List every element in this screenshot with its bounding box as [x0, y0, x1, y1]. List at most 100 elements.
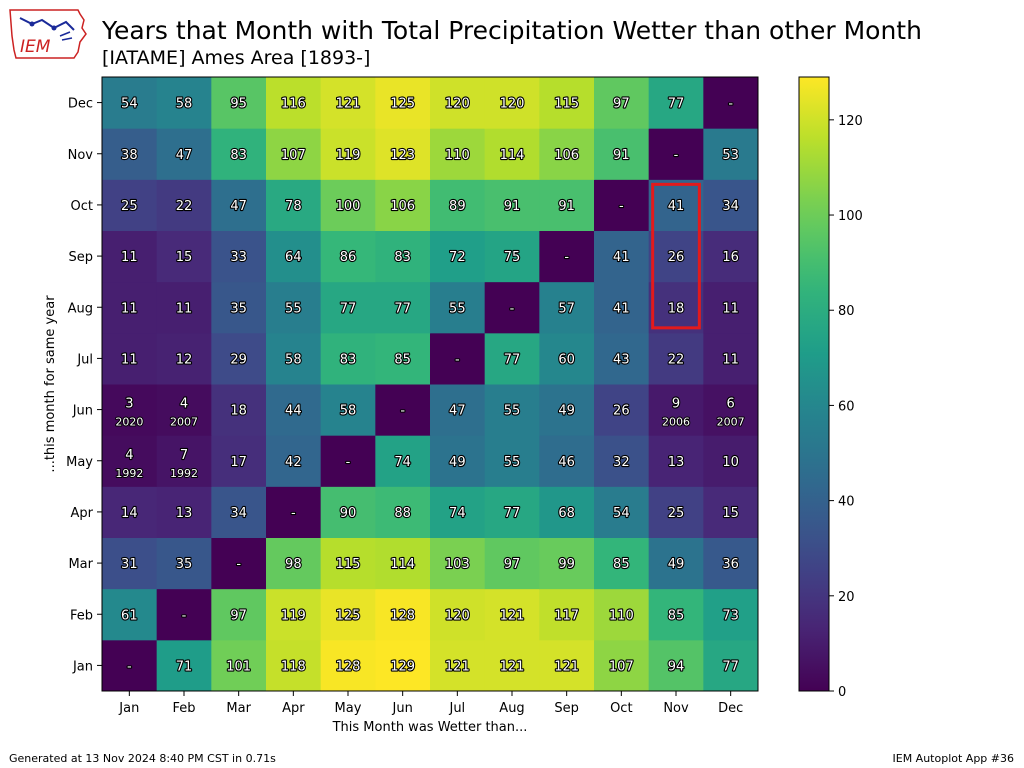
cell-year-label: 2020 — [115, 416, 143, 429]
x-tick-label: May — [335, 701, 362, 716]
cell-may-may — [320, 435, 376, 487]
cell-mar-aug — [484, 537, 540, 590]
cell-value-label: 120 — [445, 608, 470, 623]
cell-value-label: 9 — [672, 397, 680, 412]
x-tick-label: Dec — [718, 701, 743, 716]
cell-value-label: 33 — [230, 250, 247, 265]
x-tick-label: Apr — [282, 701, 305, 716]
cell-value-label: 15 — [176, 250, 193, 265]
cell-value-label: 91 — [504, 199, 521, 214]
cell-value-label: - — [182, 608, 187, 623]
cell-nov-jun — [375, 128, 431, 180]
cell-value-label: 125 — [390, 97, 415, 112]
cell-value-label: 83 — [394, 250, 411, 265]
cell-dec-may — [320, 77, 376, 129]
cell-value-label: 71 — [176, 659, 193, 674]
cell-nov-dec — [703, 128, 759, 180]
cell-value-label: 47 — [176, 148, 193, 163]
cell-may-oct — [594, 435, 650, 487]
cell-aug-oct — [594, 281, 650, 334]
cell-value-label: 77 — [340, 301, 357, 316]
cell-may-jan — [102, 435, 158, 487]
generated-timestamp: Generated at 13 Nov 2024 8:40 PM CST in … — [9, 752, 276, 765]
cell-value-label: 100 — [336, 199, 361, 214]
cell-value-label: 64 — [285, 250, 302, 265]
cell-aug-mar — [211, 281, 267, 334]
colorbar-tick-label: 80 — [838, 304, 855, 319]
cell-nov-jul — [430, 128, 486, 180]
y-tick-label: Feb — [70, 608, 93, 623]
cell-value-label: 34 — [722, 199, 739, 214]
cell-dec-aug — [484, 77, 540, 129]
cell-oct-sep — [539, 179, 595, 231]
cell-value-label: 11 — [722, 352, 739, 367]
cell-value-label: 77 — [504, 352, 521, 367]
cell-value-label: 121 — [554, 659, 579, 674]
cell-value-label: 83 — [340, 352, 357, 367]
cell-may-nov — [648, 435, 704, 487]
cell-nov-may — [320, 128, 376, 180]
cell-apr-aug — [484, 486, 540, 538]
cell-nov-aug — [484, 128, 540, 180]
cell-value-label: 125 — [336, 608, 361, 623]
chart-title: Years that Month with Total Precipitatio… — [102, 16, 922, 45]
cell-feb-dec — [703, 588, 759, 641]
cell-dec-jun — [375, 77, 431, 129]
colorbar-tick-label: 60 — [838, 399, 855, 414]
cell-aug-nov — [648, 281, 704, 334]
y-tick-label: Oct — [71, 199, 93, 214]
cell-jul-jan — [102, 332, 158, 385]
cell-may-mar — [211, 435, 267, 487]
cell-value-label: 4 — [125, 448, 133, 463]
cell-nov-apr — [266, 128, 322, 180]
cell-value-label: 101 — [226, 659, 251, 674]
cell-dec-oct — [594, 77, 650, 129]
cell-mar-may — [320, 537, 376, 590]
cell-value-label: 118 — [281, 659, 306, 674]
cell-sep-jan — [102, 230, 158, 283]
cell-value-label: 86 — [340, 250, 357, 265]
cell-aug-feb — [156, 281, 212, 334]
cell-jun-aug — [484, 384, 540, 436]
cell-jul-dec — [703, 332, 759, 385]
cell-apr-may — [320, 486, 376, 538]
app-label: IEM Autoplot App #36 — [892, 752, 1015, 765]
cell-value-label: 25 — [668, 506, 685, 521]
cell-feb-jan — [102, 588, 158, 641]
cell-jun-jan — [102, 384, 158, 436]
cell-jan-oct — [594, 639, 650, 692]
cell-dec-nov — [648, 77, 704, 129]
cell-value-label: 11 — [121, 352, 138, 367]
cell-value-label: 18 — [230, 404, 247, 419]
cell-may-apr — [266, 435, 322, 487]
cell-oct-jun — [375, 179, 431, 231]
cell-value-label: 22 — [176, 199, 193, 214]
cell-jan-nov — [648, 639, 704, 692]
y-tick-label: Jan — [72, 659, 93, 674]
cell-value-label: 49 — [668, 557, 685, 572]
chart-subtitle: [IATAME] Ames Area [1893-] — [102, 47, 371, 69]
cell-dec-jan — [102, 77, 158, 129]
colorbar-tick-label: 0 — [838, 685, 846, 700]
cell-value-label: 120 — [500, 97, 525, 112]
cell-jul-feb — [156, 332, 212, 385]
cell-nov-feb — [156, 128, 212, 180]
cell-value-label: 115 — [554, 97, 579, 112]
cell-value-label: 17 — [230, 455, 247, 470]
x-tick-label: Nov — [663, 701, 689, 716]
cell-value-label: 119 — [336, 148, 361, 163]
cell-dec-feb — [156, 77, 212, 129]
cell-feb-apr — [266, 588, 322, 641]
cell-apr-mar — [211, 486, 267, 538]
cell-feb-feb — [156, 588, 212, 641]
cell-value-label: 55 — [449, 301, 466, 316]
cell-value-label: - — [619, 199, 624, 214]
cell-jul-sep — [539, 332, 595, 385]
cell-sep-apr — [266, 230, 322, 283]
cell-value-label: 41 — [613, 301, 630, 316]
cell-jan-mar — [211, 639, 267, 692]
cell-may-jun — [375, 435, 431, 487]
x-tick-label: Jul — [448, 701, 465, 716]
cell-oct-oct — [594, 179, 650, 231]
cell-value-label: 26 — [668, 250, 685, 265]
